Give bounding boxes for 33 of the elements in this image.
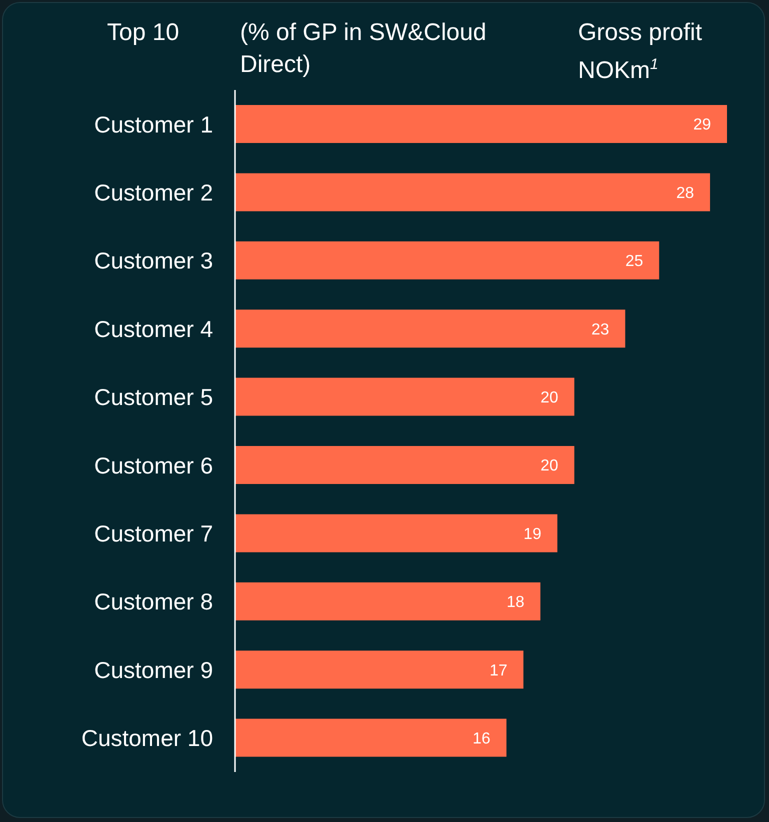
bar [235, 173, 710, 212]
y-tick-label: Customer 2 [94, 179, 213, 206]
y-tick-label: Customer 7 [94, 520, 213, 546]
bar [235, 105, 727, 144]
y-tick-label: Customer 6 [94, 452, 213, 478]
y-axis-title: Top 10 [107, 18, 180, 48]
bar [235, 378, 574, 416]
data-label: 28 [676, 184, 694, 202]
y-tick-label: Customer 5 [94, 384, 213, 410]
chart-title: (% of GP in SW&Cloud Direct) [240, 18, 488, 80]
data-label: 20 [540, 389, 558, 406]
text: Gross profit NOKm$^{1}$ [578, 18, 704, 86]
y-tick-label: Customer 4 [94, 316, 214, 342]
bar [235, 310, 626, 348]
bar [235, 582, 540, 620]
data-label: 16 [472, 730, 491, 748]
bar [235, 241, 660, 280]
data-label: 29 [693, 116, 712, 134]
data-label: 20 [540, 458, 558, 475]
data-label: 17 [490, 662, 508, 680]
bar [235, 718, 506, 757]
data-label: 23 [591, 321, 610, 338]
y-tick-label: Customer 8 [94, 588, 213, 615]
data-label: 18 [506, 594, 524, 612]
y-tick-label: Customer 3 [94, 248, 213, 274]
bar [235, 446, 574, 484]
data-label: 25 [625, 253, 644, 270]
y-tick-label: Customer 9 [94, 656, 213, 683]
y-tick-label: Customer 10 [81, 725, 213, 752]
data-label: 19 [524, 526, 542, 543]
y-tick-label: Customer 1 [94, 111, 213, 138]
bar [235, 514, 558, 552]
bar [235, 650, 524, 689]
